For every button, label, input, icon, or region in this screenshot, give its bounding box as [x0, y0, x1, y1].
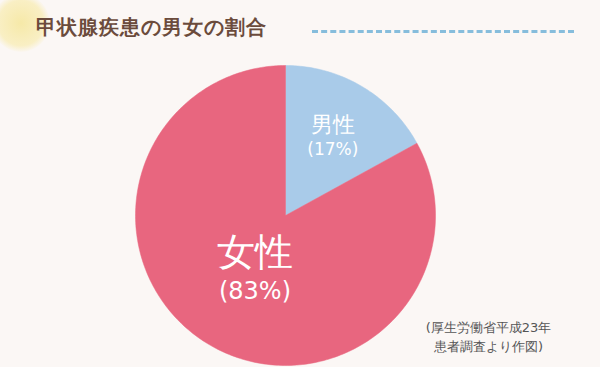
svg-text:(83%): (83%) [219, 277, 291, 305]
svg-text:(厚生労働省平成23年患者調査より作図): (厚生労働省平成23年患者調査より作図) [426, 320, 552, 354]
svg-text:男性: 男性 [311, 112, 355, 137]
svg-text:女性: 女性 [217, 230, 293, 274]
html-text:甲状腺疾患の男女の割合: 甲状腺疾患の男女の割合 [36, 15, 267, 39]
svg-text:(17%): (17%) [307, 139, 358, 159]
